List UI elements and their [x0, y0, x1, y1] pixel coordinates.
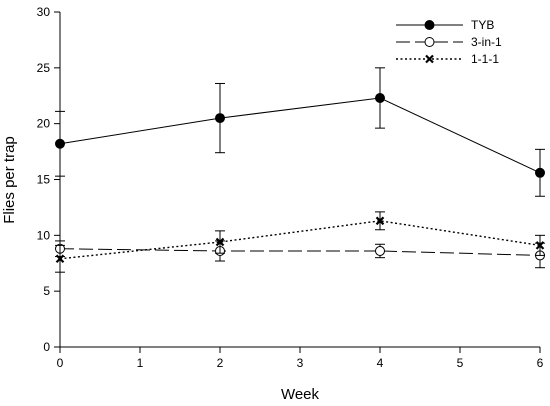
data-point	[375, 216, 385, 226]
x-tick-label: 1	[137, 356, 144, 370]
legend-marker	[425, 54, 434, 64]
series-1	[55, 67, 545, 197]
data-point	[535, 241, 545, 250]
y-tick-label: 25	[37, 61, 51, 75]
data-point	[215, 237, 225, 247]
series-line	[59, 248, 541, 256]
data-point	[215, 113, 225, 124]
y-tick-label: 5	[43, 284, 50, 298]
x-tick-label: 4	[377, 356, 384, 370]
data-point	[55, 138, 65, 149]
legend-label: 3-in-1	[471, 35, 502, 49]
x-tick-label: 3	[297, 356, 304, 370]
legend: TYB 3-in-1 1-1-1	[396, 18, 502, 66]
legend-label: TYB	[471, 18, 494, 32]
legend-entry: 3-in-1	[396, 35, 502, 49]
data-point	[535, 167, 545, 178]
x-tick-label: 5	[457, 356, 464, 370]
x-tick-label: 2	[217, 356, 224, 370]
x-tick-label: 0	[57, 356, 64, 370]
x-axis-title: Week	[281, 386, 320, 403]
legend-marker	[424, 20, 435, 30]
axes: 0 5 10 15 20 25 30 0 1 2 3 4 5 6	[37, 5, 544, 370]
data-point	[55, 254, 65, 264]
data-point	[375, 245, 385, 256]
legend-entry: TYB	[396, 18, 494, 32]
series-3	[55, 211, 545, 273]
legend-label: 1-1-1	[471, 52, 499, 66]
y-tick-label: 30	[37, 5, 51, 19]
y-tick-label: 20	[37, 117, 51, 131]
data-point	[375, 92, 385, 103]
series-line	[59, 97, 541, 174]
series-layer	[55, 67, 545, 273]
legend-entry: 1-1-1	[396, 52, 499, 66]
y-tick-label: 10	[37, 228, 51, 242]
series-2	[55, 240, 545, 269]
y-axis-title: Flies per trap	[1, 136, 18, 224]
legend-marker	[424, 37, 435, 47]
y-tick-label: 15	[37, 173, 51, 187]
y-tick-label: 0	[43, 340, 50, 354]
x-tick-label: 6	[537, 356, 544, 370]
